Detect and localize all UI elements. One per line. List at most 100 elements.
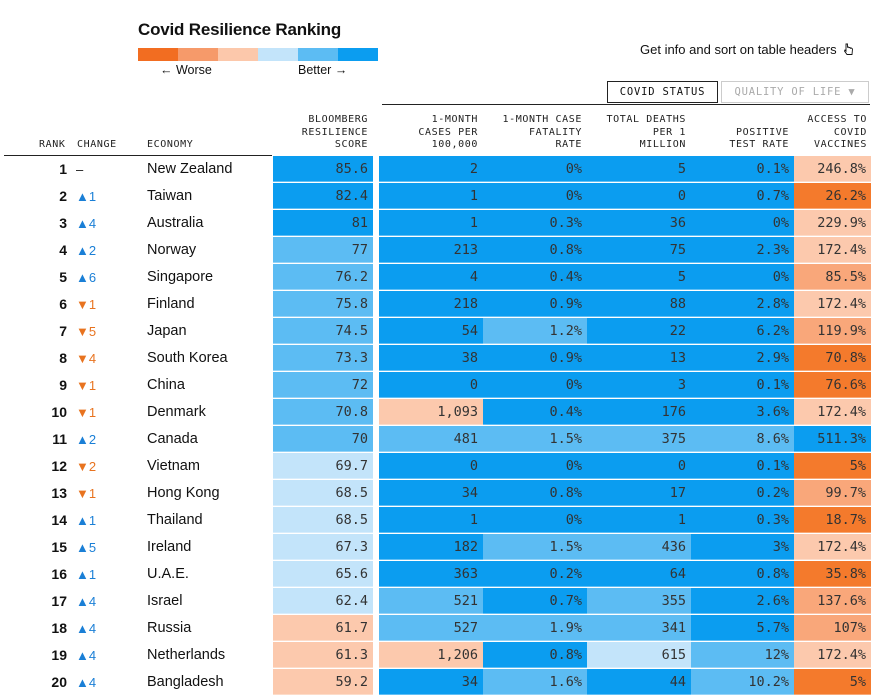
rank-change: – xyxy=(76,162,84,177)
table-row[interactable]: 10 ▼1 Denmark 70.8 1,093 0.4% 176 3.6% 172.4% xyxy=(0,399,872,426)
table-row[interactable]: 20 ▲4 Bangladesh 59.2 34 1.6% 44 10.2% 5% xyxy=(0,669,872,696)
table-row[interactable]: 7 ▼5 Japan 74.5 54 1.2% 22 6.2% 119.9% xyxy=(0,318,872,345)
table-row[interactable]: 15 ▲5 Ireland 67.3 182 1.5% 436 3% 172.4% xyxy=(0,534,872,561)
header-vaccines-line: ACCESS TO xyxy=(807,114,867,125)
score-cell: 62.4 xyxy=(273,588,373,614)
table-row[interactable]: 13 ▼1 Hong Kong 68.5 34 0.8% 17 0.2% 99.7% xyxy=(0,480,872,507)
table-row[interactable]: 12 ▼2 Vietnam 69.7 0 0% 0 0.1% 5% xyxy=(0,453,872,480)
rank-value: 18 xyxy=(51,620,67,636)
rank-value: 1 xyxy=(59,161,67,177)
cases-cell: 34 xyxy=(379,669,483,695)
tab-covid-status[interactable]: COVID STATUS xyxy=(607,81,718,103)
cases-cell: 521 xyxy=(379,588,483,614)
rank-value: 15 xyxy=(51,539,67,555)
table-row[interactable]: 11 ▲2 Canada 70 481 1.5% 375 8.6% 511.3% xyxy=(0,426,872,453)
table-row[interactable]: 4 ▲2 Norway 77 213 0.8% 75 2.3% 172.4% xyxy=(0,237,872,264)
table-row[interactable]: 3 ▲4 Australia 81 1 0.3% 36 0% 229.9% xyxy=(0,210,872,237)
table-row[interactable]: 14 ▲1 Thailand 68.5 1 0% 1 0.3% 18.7% xyxy=(0,507,872,534)
table-row[interactable]: 17 ▲4 Israel 62.4 521 0.7% 355 2.6% 137.6% xyxy=(0,588,872,615)
table-row[interactable]: 2 ▲1 Taiwan 82.4 1 0% 0 0.7% 26.2% xyxy=(0,183,872,210)
deaths-cell: 75 xyxy=(587,237,691,263)
header-positive-line: POSITIVE xyxy=(736,126,789,138)
table-row[interactable]: 6 ▼1 Finland 75.8 218 0.9% 88 2.8% 172.4% xyxy=(0,291,872,318)
header-deaths[interactable]: TOTAL DEATHS PER 1 MILLION xyxy=(586,114,686,152)
header-divider-right xyxy=(382,104,870,105)
rank-change: ▲4 xyxy=(76,648,97,663)
header-vaccines[interactable]: ACCESS TO COVID VACCINES xyxy=(790,114,867,152)
deaths-cell: 1 xyxy=(587,507,691,533)
cfr-cell: 0.4% xyxy=(483,264,587,290)
score-cell: 68.5 xyxy=(273,480,373,506)
rank-value: 4 xyxy=(59,242,67,258)
header-rank[interactable]: RANK xyxy=(39,139,66,150)
table-row[interactable]: 1– New Zealand 85.6 2 0% 5 0.1% 246.8% xyxy=(0,156,872,183)
cases-cell: 213 xyxy=(379,237,483,263)
cases-cell: 4 xyxy=(379,264,483,290)
header-economy[interactable]: ECONOMY xyxy=(147,139,194,150)
deaths-cell: 436 xyxy=(587,534,691,560)
legend-swatch xyxy=(218,48,258,61)
cases-cell: 0 xyxy=(379,453,483,479)
positive-cell: 0% xyxy=(691,264,794,290)
cases-cell: 1,206 xyxy=(379,642,483,668)
rank-change: ▲2 xyxy=(76,432,97,447)
vaccines-cell: 172.4% xyxy=(794,399,871,425)
positive-cell: 2.6% xyxy=(691,588,794,614)
positive-cell: 2.9% xyxy=(691,345,794,371)
cases-cell: 527 xyxy=(379,615,483,641)
table-row[interactable]: 16 ▲1 U.A.E. 65.6 363 0.2% 64 0.8% 35.8% xyxy=(0,561,872,588)
header-cfr[interactable]: 1-MONTH CASE FATALITY RATE xyxy=(482,114,582,152)
cases-cell: 2 xyxy=(379,156,483,182)
cfr-cell: 0.9% xyxy=(483,291,587,317)
economy-name: Israel xyxy=(147,593,183,609)
positive-cell: 3% xyxy=(691,534,794,560)
rank-change: ▼1 xyxy=(76,405,97,420)
score-cell: 82.4 xyxy=(273,183,373,209)
score-cell: 74.5 xyxy=(273,318,373,344)
rank-change: ▼1 xyxy=(76,486,97,501)
cfr-cell: 1.5% xyxy=(483,426,587,452)
rank-change: ▼1 xyxy=(76,378,97,393)
table-row[interactable]: 19 ▲4 Netherlands 61.3 1,206 0.8% 615 12% 172.4% xyxy=(0,642,872,669)
table-row[interactable]: 9 ▼1 China 72 0 0% 3 0.1% 76.6% xyxy=(0,372,872,399)
vaccines-cell: 172.4% xyxy=(794,534,871,560)
vaccines-cell: 5% xyxy=(794,453,871,479)
economy-name: Finland xyxy=(147,296,195,312)
cfr-cell: 1.9% xyxy=(483,615,587,641)
score-cell: 75.8 xyxy=(273,291,373,317)
rank-value: 14 xyxy=(51,512,67,528)
rank-value: 13 xyxy=(51,485,67,501)
rank-change: ▲1 xyxy=(76,513,97,528)
cfr-cell: 0% xyxy=(483,507,587,533)
positive-cell: 2.3% xyxy=(691,237,794,263)
tab-quality-of-life[interactable]: QUALITY OF LIFE ▼ xyxy=(721,81,869,103)
economy-name: Norway xyxy=(147,242,197,258)
header-cases[interactable]: 1-MONTH CASES PER 100,000 xyxy=(382,114,478,152)
cases-cell: 34 xyxy=(379,480,483,506)
header-positive[interactable]: POSITIVE TEST RATE xyxy=(692,127,789,152)
economy-name: Thailand xyxy=(147,512,203,528)
vaccines-cell: 107% xyxy=(794,615,871,641)
cases-cell: 481 xyxy=(379,426,483,452)
cfr-cell: 1.2% xyxy=(483,318,587,344)
header-change[interactable]: CHANGE xyxy=(77,139,117,150)
table-row[interactable]: 5 ▲6 Singapore 76.2 4 0.4% 5 0% 85.5% xyxy=(0,264,872,291)
header-score[interactable]: BLOOMBERG RESILIENCE SCORE xyxy=(276,114,368,152)
deaths-cell: 0 xyxy=(587,183,691,209)
table-row[interactable]: 18 ▲4 Russia 61.7 527 1.9% 341 5.7% 107% xyxy=(0,615,872,642)
cfr-cell: 0.2% xyxy=(483,561,587,587)
rank-value: 10 xyxy=(51,404,67,420)
deaths-cell: 64 xyxy=(587,561,691,587)
deaths-cell: 3 xyxy=(587,372,691,398)
positive-cell: 5.7% xyxy=(691,615,794,641)
header-score-line: SCORE xyxy=(334,139,368,150)
vaccines-cell: 511.3% xyxy=(794,426,871,452)
economy-name: Canada xyxy=(147,431,198,447)
deaths-cell: 88 xyxy=(587,291,691,317)
vaccines-cell: 99.7% xyxy=(794,480,871,506)
score-cell: 59.2 xyxy=(273,669,373,695)
deaths-cell: 22 xyxy=(587,318,691,344)
legend-worse-label: ← Worse xyxy=(160,63,212,77)
cfr-cell: 1.5% xyxy=(483,534,587,560)
table-row[interactable]: 8 ▼4 South Korea 73.3 38 0.9% 13 2.9% 70.8% xyxy=(0,345,872,372)
